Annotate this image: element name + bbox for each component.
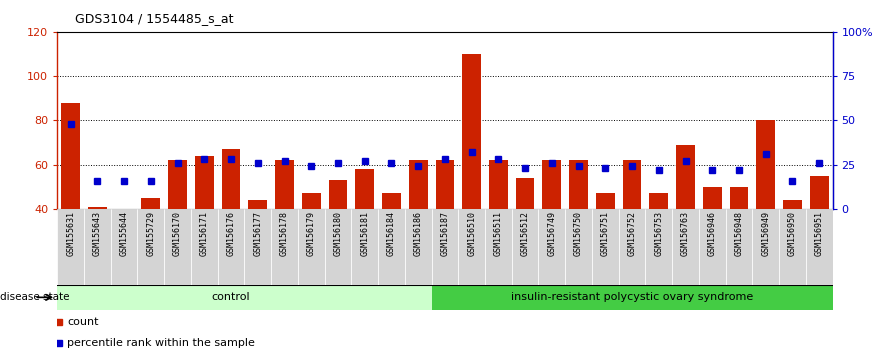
Bar xyxy=(757,120,775,209)
Text: disease state: disease state xyxy=(0,292,70,302)
Bar xyxy=(355,169,374,209)
Bar xyxy=(806,209,833,285)
Text: GSM156178: GSM156178 xyxy=(280,211,289,256)
Text: GSM156181: GSM156181 xyxy=(360,211,369,256)
Bar xyxy=(596,193,615,209)
Text: GSM156187: GSM156187 xyxy=(440,211,449,256)
Text: GSM155631: GSM155631 xyxy=(66,211,75,256)
Bar xyxy=(618,209,646,285)
Text: GSM156176: GSM156176 xyxy=(226,211,235,256)
Bar xyxy=(489,160,507,209)
Bar xyxy=(543,160,561,209)
Bar xyxy=(88,207,107,209)
Bar xyxy=(779,209,806,285)
Bar xyxy=(84,209,111,285)
Bar xyxy=(137,209,164,285)
Bar xyxy=(191,209,218,285)
Bar xyxy=(168,160,187,209)
Text: GSM156753: GSM156753 xyxy=(655,211,663,256)
Bar xyxy=(378,209,404,285)
Text: GSM156949: GSM156949 xyxy=(761,211,770,256)
Bar xyxy=(458,209,485,285)
Bar xyxy=(404,209,432,285)
Text: GSM156179: GSM156179 xyxy=(307,211,315,256)
Text: GSM156750: GSM156750 xyxy=(574,211,583,256)
Text: GSM156184: GSM156184 xyxy=(387,211,396,256)
Bar xyxy=(352,209,378,285)
Bar xyxy=(432,209,458,285)
Text: GSM156512: GSM156512 xyxy=(521,211,529,256)
Bar xyxy=(142,198,160,209)
Text: GSM156763: GSM156763 xyxy=(681,211,690,256)
Bar xyxy=(512,209,538,285)
Text: GSM156180: GSM156180 xyxy=(334,211,343,256)
Text: GSM156177: GSM156177 xyxy=(253,211,263,256)
Bar xyxy=(649,193,668,209)
Bar xyxy=(566,209,592,285)
Bar xyxy=(329,180,347,209)
Text: GSM155643: GSM155643 xyxy=(93,211,102,256)
Bar xyxy=(623,160,641,209)
Text: GDS3104 / 1554485_s_at: GDS3104 / 1554485_s_at xyxy=(75,12,233,25)
Bar xyxy=(592,209,618,285)
Bar xyxy=(646,209,672,285)
Text: GSM155729: GSM155729 xyxy=(146,211,155,256)
Bar xyxy=(463,54,481,209)
Bar xyxy=(275,160,294,209)
Bar xyxy=(302,193,321,209)
Text: GSM156948: GSM156948 xyxy=(735,211,744,256)
Bar xyxy=(271,209,298,285)
Text: percentile rank within the sample: percentile rank within the sample xyxy=(67,338,255,348)
Text: GSM156951: GSM156951 xyxy=(815,211,824,256)
Bar xyxy=(248,200,267,209)
Text: GSM156946: GSM156946 xyxy=(707,211,717,256)
Text: GSM156752: GSM156752 xyxy=(627,211,637,256)
Bar xyxy=(676,145,695,209)
Text: GSM156950: GSM156950 xyxy=(788,211,797,256)
Bar xyxy=(699,209,726,285)
Text: count: count xyxy=(67,317,99,327)
Bar xyxy=(195,156,214,209)
Text: GSM155644: GSM155644 xyxy=(120,211,129,256)
Bar xyxy=(298,209,324,285)
Bar xyxy=(783,200,802,209)
Bar xyxy=(435,160,455,209)
Bar xyxy=(382,193,401,209)
Bar xyxy=(218,209,244,285)
Text: insulin-resistant polycystic ovary syndrome: insulin-resistant polycystic ovary syndr… xyxy=(511,292,753,302)
Bar xyxy=(726,209,752,285)
Text: GSM156171: GSM156171 xyxy=(200,211,209,256)
Bar xyxy=(324,209,352,285)
Bar xyxy=(672,209,699,285)
Bar xyxy=(569,160,588,209)
Bar xyxy=(752,209,779,285)
Bar xyxy=(244,209,271,285)
Bar xyxy=(62,103,80,209)
Text: GSM156186: GSM156186 xyxy=(414,211,423,256)
Bar xyxy=(111,209,137,285)
Bar xyxy=(164,209,191,285)
Bar xyxy=(57,209,84,285)
Bar xyxy=(703,187,722,209)
Bar xyxy=(729,187,748,209)
Bar xyxy=(515,178,535,209)
Bar xyxy=(810,176,828,209)
Text: GSM156751: GSM156751 xyxy=(601,211,610,256)
Bar xyxy=(485,209,512,285)
Bar xyxy=(538,209,566,285)
Bar xyxy=(222,149,241,209)
Text: GSM156511: GSM156511 xyxy=(494,211,503,256)
Text: control: control xyxy=(211,292,250,302)
Text: GSM156170: GSM156170 xyxy=(173,211,182,256)
Text: GSM156510: GSM156510 xyxy=(467,211,476,256)
Bar xyxy=(57,285,432,310)
Bar xyxy=(432,285,833,310)
Text: GSM156749: GSM156749 xyxy=(547,211,556,256)
Bar xyxy=(409,160,427,209)
